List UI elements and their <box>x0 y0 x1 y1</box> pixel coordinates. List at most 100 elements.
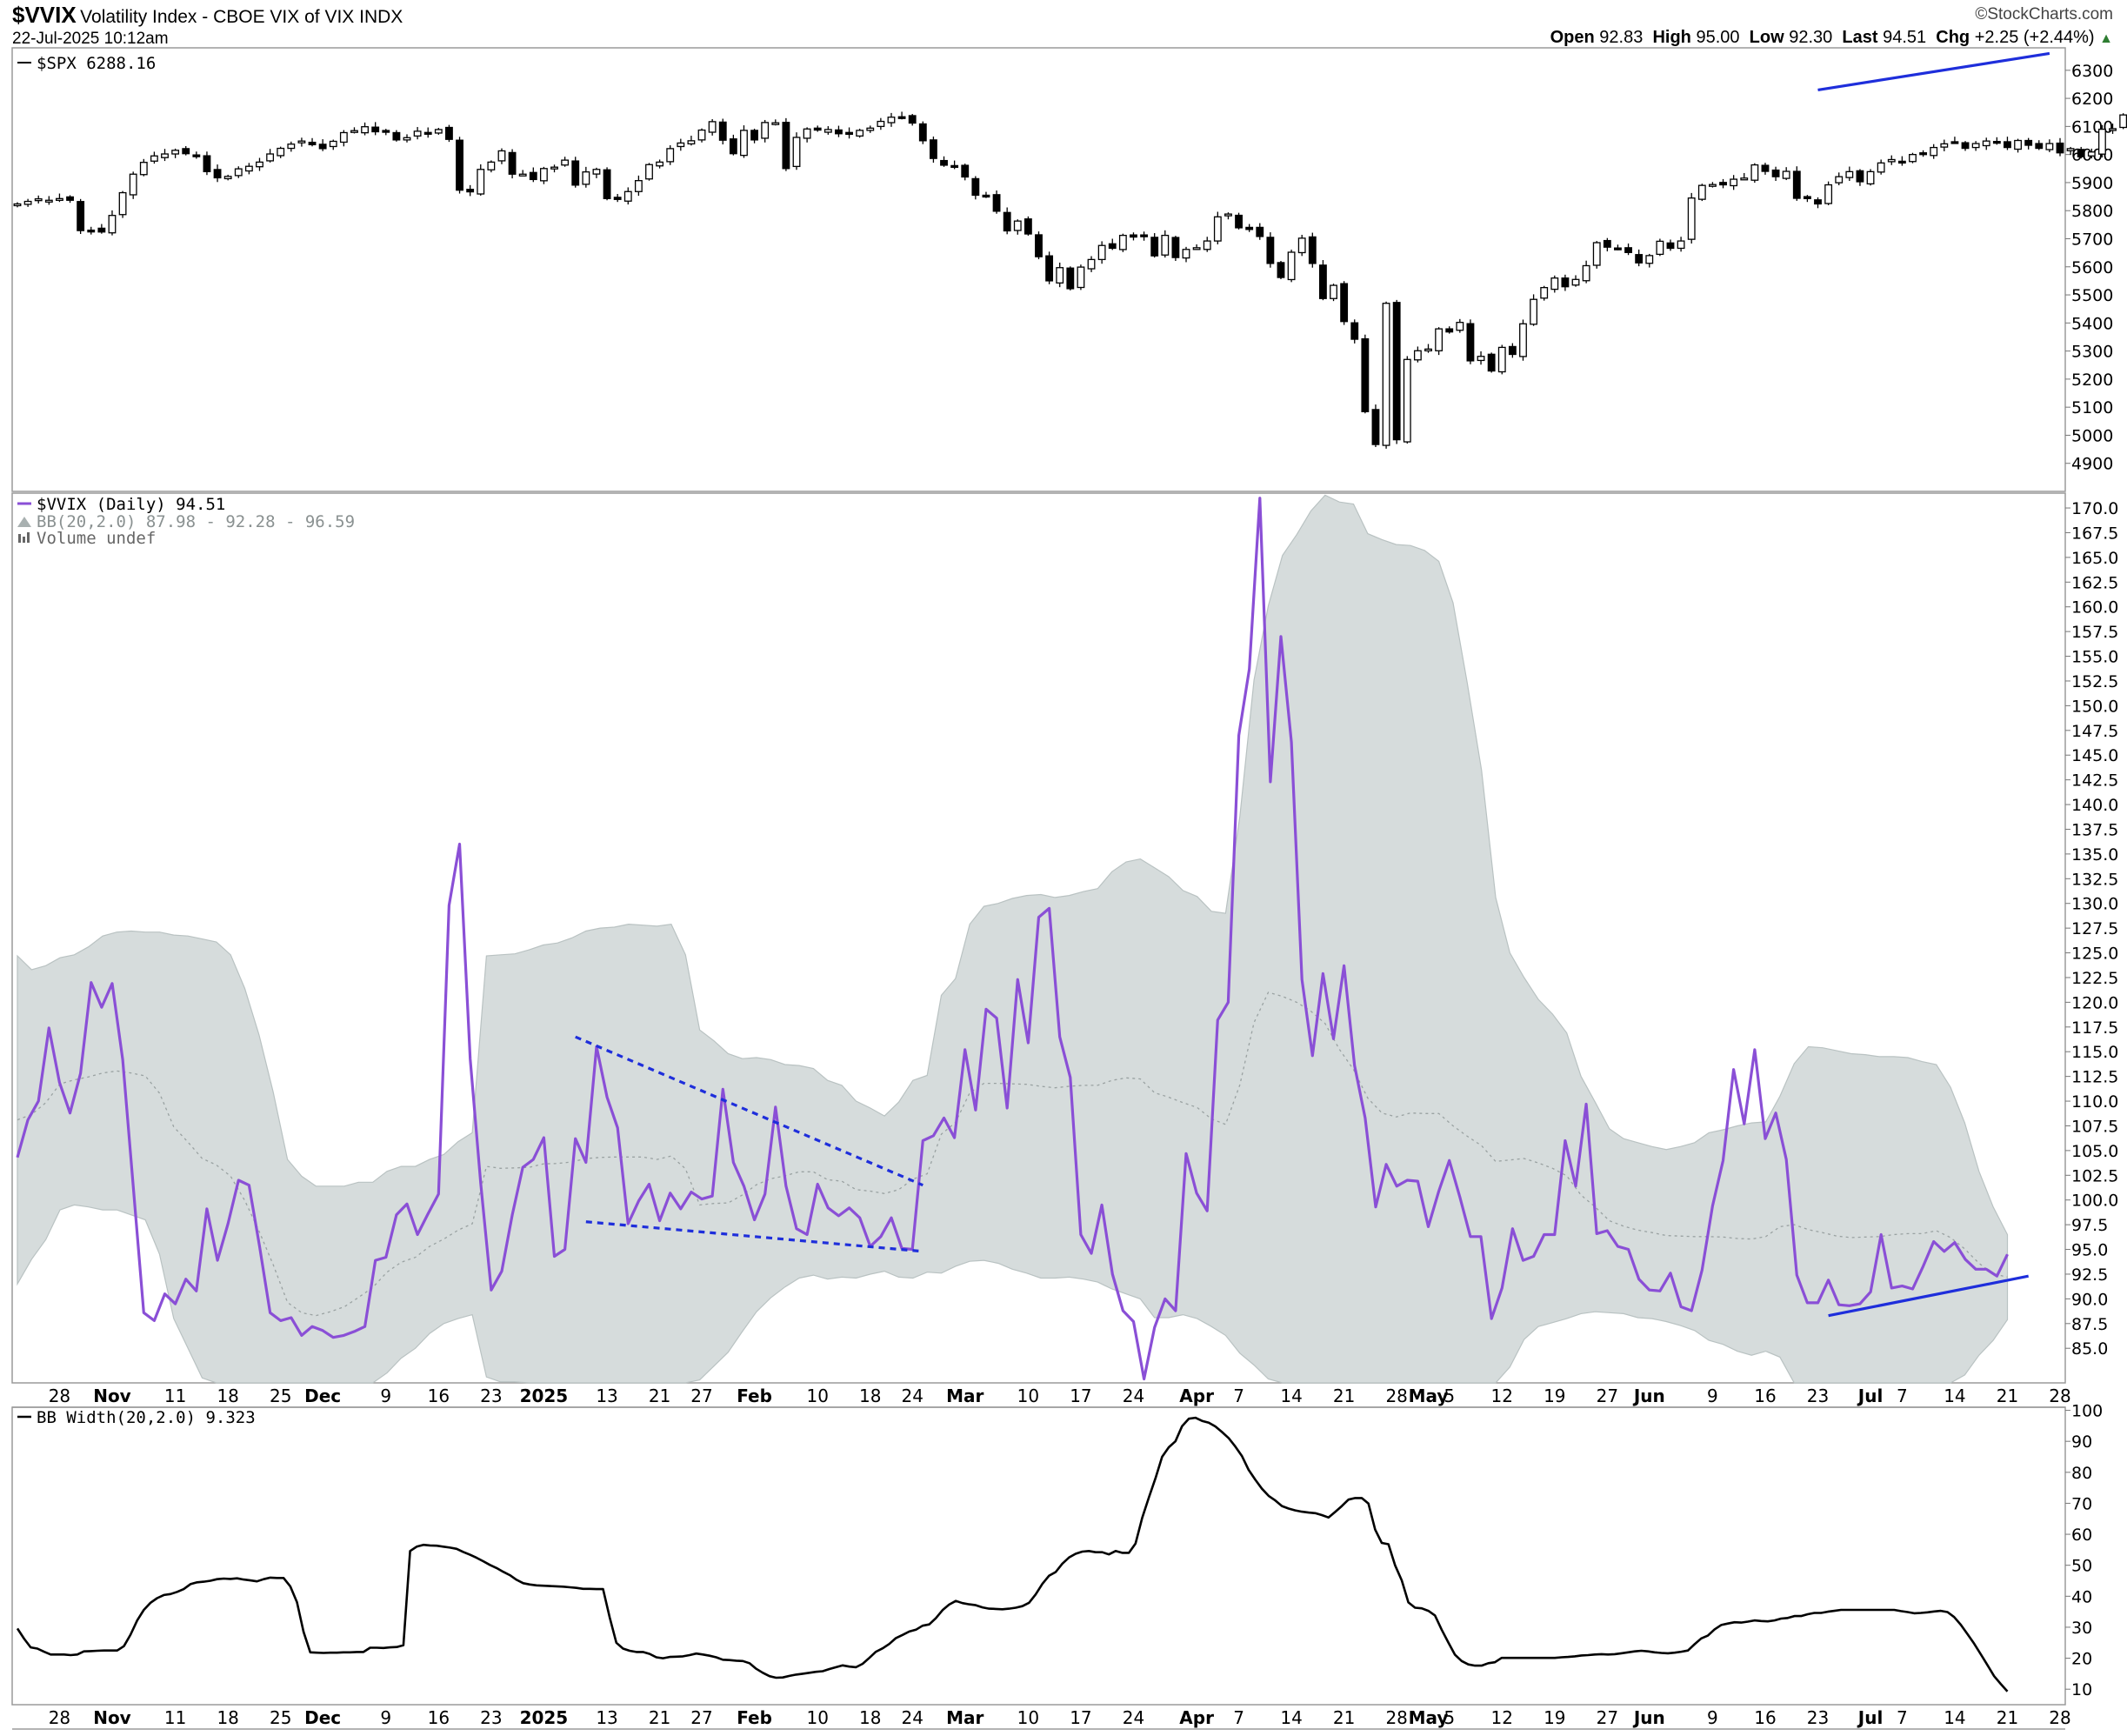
chart-header: $VVIX Volatility Index - CBOE VIX of VIX… <box>12 2 403 29</box>
y-tick-label: 95.0 <box>2071 1241 2108 1260</box>
spx-candle <box>571 157 580 188</box>
x-tick-label: Jun <box>1632 1385 1665 1406</box>
x-tick-label: 24 <box>1123 1385 1144 1406</box>
candle-up <box>634 180 643 192</box>
spx-candle <box>1445 326 1454 334</box>
spx-candle <box>561 157 570 167</box>
y-tick-label: 100.0 <box>2071 1192 2118 1211</box>
spx-candle <box>845 127 853 139</box>
last-value: 94.51 <box>1883 28 1927 47</box>
candle-up <box>1645 255 1654 264</box>
candle-up <box>1297 237 1306 254</box>
bbwidth-legend: BB Width(20,2.0) 9.323 <box>37 1408 256 1427</box>
spx-candle <box>940 156 948 167</box>
candle-down <box>971 177 980 197</box>
y-tick-label: 150.0 <box>2071 697 2118 716</box>
spx-candle <box>961 164 970 181</box>
spx-candle <box>1782 167 1790 181</box>
x-tick-label: Dec <box>304 1385 341 1406</box>
candle-up <box>171 150 180 155</box>
spx-candle <box>2109 124 2117 134</box>
spx-candle <box>308 137 317 147</box>
x-tick-label: 24 <box>901 1385 923 1406</box>
spx-candle <box>2066 146 2075 156</box>
open-value: 92.83 <box>1599 28 1644 47</box>
x-tick-label: 14 <box>1280 1385 1302 1406</box>
x-tick-label: 10 <box>1017 1707 1039 1728</box>
candle-up <box>1824 184 1833 204</box>
spx-candle <box>1435 327 1444 356</box>
x-tick-label: 28 <box>1385 1707 1407 1728</box>
candle-up <box>277 147 285 157</box>
candle-down <box>1950 141 1959 144</box>
spx-candle <box>392 130 401 142</box>
spx-candle <box>1161 230 1170 258</box>
last-label: Last <box>1842 28 1878 47</box>
x-tick-label: 28 <box>1385 1385 1407 1406</box>
candle-up <box>1835 176 1844 184</box>
spx-candle <box>1224 212 1232 220</box>
spx-candle <box>1614 244 1622 250</box>
candle-up <box>1087 258 1096 270</box>
x-tick-label: 5 <box>1444 1385 1455 1406</box>
candle-up <box>2066 148 2075 151</box>
candle-down <box>782 122 790 170</box>
spx-candle <box>1897 156 1906 166</box>
spx-candle <box>1697 184 1706 202</box>
spx-candle <box>213 164 222 183</box>
spx-candle <box>1909 152 1917 164</box>
y-tick-label: 107.5 <box>2071 1117 2118 1136</box>
candle-up <box>361 126 369 134</box>
x-tick-label: 13 <box>596 1385 617 1406</box>
y-tick-label: 80 <box>2071 1464 2092 1483</box>
spx-candle <box>1361 334 1370 414</box>
volume-legend: Volume undef <box>37 529 156 548</box>
candle-up <box>740 130 748 157</box>
x-tick-label: Mar <box>946 1707 983 1728</box>
spx-candle <box>856 128 864 138</box>
candle-up <box>1530 298 1538 325</box>
vvix-line <box>16 497 2009 1381</box>
candle-up <box>150 155 158 162</box>
candle-down <box>508 151 517 175</box>
x-tick-label: 11 <box>164 1707 186 1728</box>
candle-up <box>2098 128 2106 155</box>
candle-up <box>1550 277 1559 290</box>
candle-up <box>1097 244 1106 261</box>
spx-candle <box>1866 169 1875 186</box>
spx-candle <box>1277 260 1285 279</box>
candle-up <box>1403 358 1411 443</box>
spx-candle <box>582 166 590 188</box>
candle-down <box>529 171 537 181</box>
spx-candle <box>677 138 685 151</box>
candle-up <box>23 200 32 205</box>
y-tick-label: 97.5 <box>2071 1216 2108 1235</box>
spx-candle <box>203 151 211 176</box>
x-tick-label: 27 <box>1597 1385 1618 1406</box>
x-tick-label: 9 <box>1707 1707 1718 1728</box>
x-tick-label: 28 <box>49 1707 70 1728</box>
candle-down <box>456 139 463 191</box>
spx-candle <box>423 127 432 138</box>
candle-down <box>1603 239 1611 248</box>
spx-candle <box>2119 113 2127 130</box>
spx-candle <box>877 117 885 130</box>
spx-candle <box>1824 181 1833 205</box>
y-tick-label: 132.5 <box>2071 870 2118 889</box>
candle-up <box>887 117 896 124</box>
spx-candle <box>1287 250 1296 283</box>
candle-up <box>823 129 832 133</box>
spx-candle <box>1403 356 1411 444</box>
candle-up <box>1224 213 1232 217</box>
x-tick-label: 7 <box>1897 1707 1908 1728</box>
candle-up <box>1413 350 1422 361</box>
spx-candle <box>244 163 253 175</box>
brand-logo[interactable]: ©StockCharts.com <box>1975 5 2113 24</box>
candle-up <box>1540 287 1549 299</box>
bbwidth-line <box>16 1416 2009 1693</box>
x-tick-label: 9 <box>380 1707 391 1728</box>
spx-candle <box>1456 318 1464 333</box>
spx-candle <box>613 194 622 203</box>
y-tick-label: 155.0 <box>2071 648 2118 667</box>
